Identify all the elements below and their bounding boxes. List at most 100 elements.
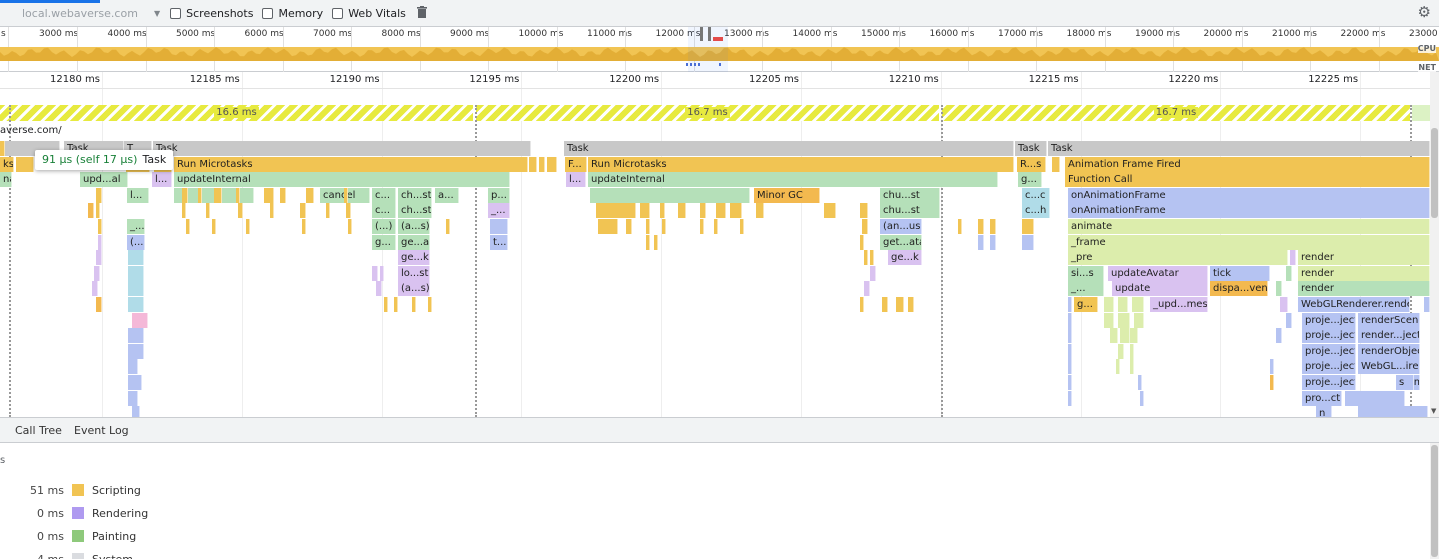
update-event[interactable]: update xyxy=(1112,281,1208,297)
flame-event[interactable]: ch...st xyxy=(398,187,432,203)
flame-event[interactable]: chu...st xyxy=(880,203,940,219)
flame-event[interactable] xyxy=(182,187,188,203)
frame-event[interactable]: _frame xyxy=(1068,234,1430,250)
flame-event[interactable] xyxy=(96,250,102,266)
flame-event[interactable] xyxy=(1280,297,1288,312)
flame-event[interactable] xyxy=(740,219,744,234)
flame-event[interactable] xyxy=(1116,359,1120,375)
flame-event[interactable] xyxy=(1068,312,1072,328)
flame-event[interactable] xyxy=(640,203,650,219)
flame-event[interactable] xyxy=(214,187,222,203)
flame-event[interactable]: _upd...mes xyxy=(1150,297,1208,312)
flame-event[interactable]: proje...ject xyxy=(1302,359,1356,375)
frame-bar[interactable]: 16.7 ms xyxy=(942,105,1410,121)
flame-event[interactable] xyxy=(990,234,996,250)
flame-event[interactable] xyxy=(860,297,864,312)
flame-event[interactable] xyxy=(96,203,100,219)
overview-left-handle[interactable] xyxy=(700,27,703,41)
flame-event[interactable] xyxy=(182,203,186,219)
flame-event[interactable]: renderObject xyxy=(1358,343,1420,359)
flame-event[interactable]: p... xyxy=(488,187,510,203)
flame-event[interactable]: g... xyxy=(372,234,396,250)
timeline-overview[interactable]: s 3000 ms 4000 ms 5000 ms 6000 ms 7000 ms 8000… xyxy=(0,27,1439,72)
flame-event[interactable] xyxy=(128,390,138,406)
webgl-render-event[interactable]: WebGLRenderer.render xyxy=(1298,297,1410,312)
render-event[interactable]: render xyxy=(1298,281,1430,297)
flame-event[interactable] xyxy=(198,187,202,203)
flame-event[interactable] xyxy=(1104,297,1114,312)
scroll-down-icon[interactable]: ▼ xyxy=(1431,407,1437,415)
flame-chart[interactable]: 12180 ms 12185 ms 12190 ms 12195 ms 12200 ms… xyxy=(0,72,1430,417)
flame-event[interactable] xyxy=(1130,328,1138,344)
flame-event[interactable] xyxy=(898,297,904,312)
flame-event[interactable] xyxy=(306,187,314,203)
task-event[interactable]: Task xyxy=(1048,141,1430,156)
flame-event[interactable] xyxy=(128,328,144,344)
flame-event[interactable] xyxy=(626,219,632,234)
flame-event[interactable]: l... xyxy=(566,172,586,188)
flame-event[interactable] xyxy=(654,234,658,250)
trash-icon[interactable] xyxy=(416,5,427,21)
flame-event[interactable] xyxy=(539,156,545,172)
flame-event[interactable]: nal xyxy=(0,172,12,188)
flame-event[interactable]: proje...ject xyxy=(1302,312,1356,328)
scrollbar-thumb[interactable] xyxy=(1431,128,1438,218)
flame-event[interactable]: ge...k xyxy=(888,250,922,266)
chevron-down-icon[interactable]: ▼ xyxy=(154,8,161,18)
flame-event[interactable] xyxy=(1068,375,1072,390)
flame-event[interactable] xyxy=(1118,297,1128,312)
flame-event[interactable] xyxy=(1404,375,1414,390)
flame-event[interactable] xyxy=(756,203,764,219)
flame-event[interactable] xyxy=(1132,297,1144,312)
flame-event[interactable] xyxy=(446,219,450,234)
flame-event[interactable]: l... xyxy=(127,187,149,203)
flame-event[interactable] xyxy=(1270,375,1274,390)
flame-event[interactable] xyxy=(1424,297,1430,312)
flame-event[interactable] xyxy=(660,203,665,219)
flame-event[interactable]: a... xyxy=(435,187,459,203)
flame-event[interactable] xyxy=(714,219,718,234)
flame-event[interactable]: ge...a xyxy=(398,234,430,250)
profile-select[interactable]: local.webaverse.com #1 xyxy=(22,6,140,20)
flame-event[interactable]: l... xyxy=(152,172,172,188)
render-event[interactable]: render xyxy=(1298,250,1430,266)
flame-event[interactable] xyxy=(1134,312,1144,328)
flame-event[interactable] xyxy=(1138,375,1142,390)
flame-event[interactable] xyxy=(864,250,868,266)
flame-event[interactable] xyxy=(547,156,557,172)
checkbox-box[interactable] xyxy=(170,7,182,19)
flame-event[interactable]: proje...ject xyxy=(1302,328,1356,344)
flame-event[interactable] xyxy=(394,297,398,312)
flame-event[interactable] xyxy=(1104,312,1114,328)
flame-event[interactable]: (an...us) xyxy=(880,219,922,234)
flame-event[interactable] xyxy=(206,203,210,219)
flame-event[interactable] xyxy=(1022,234,1034,250)
web-vitals-checkbox[interactable]: Web Vitals xyxy=(332,7,406,20)
flame-event[interactable]: (... xyxy=(127,234,145,250)
checkbox-box[interactable] xyxy=(332,7,344,19)
flame-event[interactable] xyxy=(700,203,706,219)
flame-event[interactable]: g... xyxy=(1074,297,1098,312)
flame-event[interactable] xyxy=(380,265,384,281)
flame-event[interactable] xyxy=(132,406,140,417)
flame-event[interactable] xyxy=(864,281,870,297)
flame-event[interactable] xyxy=(384,297,388,312)
flame-event[interactable] xyxy=(236,187,240,203)
on-animation-frame-event[interactable]: onAnimationFrame xyxy=(1068,187,1430,203)
flame-event[interactable] xyxy=(860,234,864,250)
flame-event[interactable] xyxy=(128,265,144,281)
flame-event[interactable] xyxy=(1120,328,1130,344)
flame-event[interactable] xyxy=(344,187,348,203)
flame-event[interactable] xyxy=(596,203,636,219)
flame-event[interactable] xyxy=(1068,359,1072,375)
gear-icon[interactable]: ⚙ xyxy=(1417,3,1431,21)
flame-event[interactable]: c...h xyxy=(1022,203,1050,219)
flame-event[interactable] xyxy=(1358,406,1428,417)
frame-bar[interactable]: 16.7 ms xyxy=(476,105,939,121)
flame-event[interactable] xyxy=(128,281,144,297)
flame-event[interactable]: upd...al xyxy=(80,172,128,188)
update-internal-event[interactable]: updateInternal xyxy=(588,172,998,188)
flame-event[interactable] xyxy=(882,297,888,312)
function-call-event[interactable]: Function Call xyxy=(1065,172,1430,188)
flame-event[interactable]: si...s xyxy=(1068,265,1104,281)
